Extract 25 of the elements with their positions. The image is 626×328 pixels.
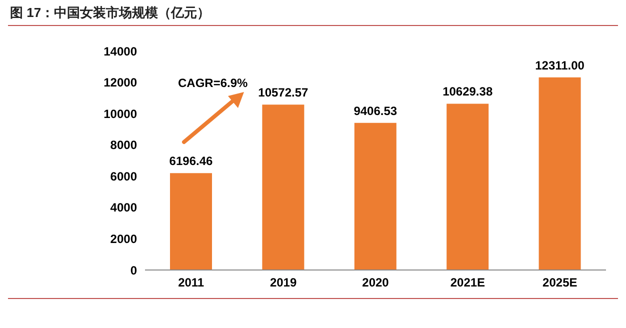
bar: [170, 173, 212, 270]
bar: [538, 77, 581, 270]
chart-title: 图 17：中国女装市场规模（亿元）: [10, 4, 210, 22]
bar: [262, 104, 304, 270]
x-tick-label: 2019: [270, 276, 297, 290]
y-tick-label: 4000: [110, 200, 138, 215]
x-tick-label: 2021E: [450, 276, 486, 290]
data-label: 12311.00: [535, 58, 585, 72]
y-tick-label: 8000: [110, 138, 138, 152]
annotation: CAGR=6.9%: [178, 76, 248, 90]
y-tick-label: 0: [130, 263, 138, 278]
x-tick-label: 2025E: [542, 276, 578, 290]
data-label: 9406.53: [354, 104, 398, 118]
y-tick-label: 10000: [104, 106, 138, 121]
bar: [446, 104, 489, 270]
data-label: 10629.38: [442, 84, 493, 99]
data-label: 10572.57: [258, 86, 309, 100]
x-tick-label: 2020: [362, 276, 390, 290]
y-tick-label: 12000: [104, 76, 138, 90]
bar: [354, 122, 396, 270]
x-tick-label: 2011: [178, 276, 204, 290]
y-tick-label: 6000: [110, 169, 138, 184]
data-label: 6196.46: [169, 154, 214, 168]
y-tick-label: 2000: [110, 232, 138, 246]
y-tick-label: 14000: [104, 44, 138, 58]
